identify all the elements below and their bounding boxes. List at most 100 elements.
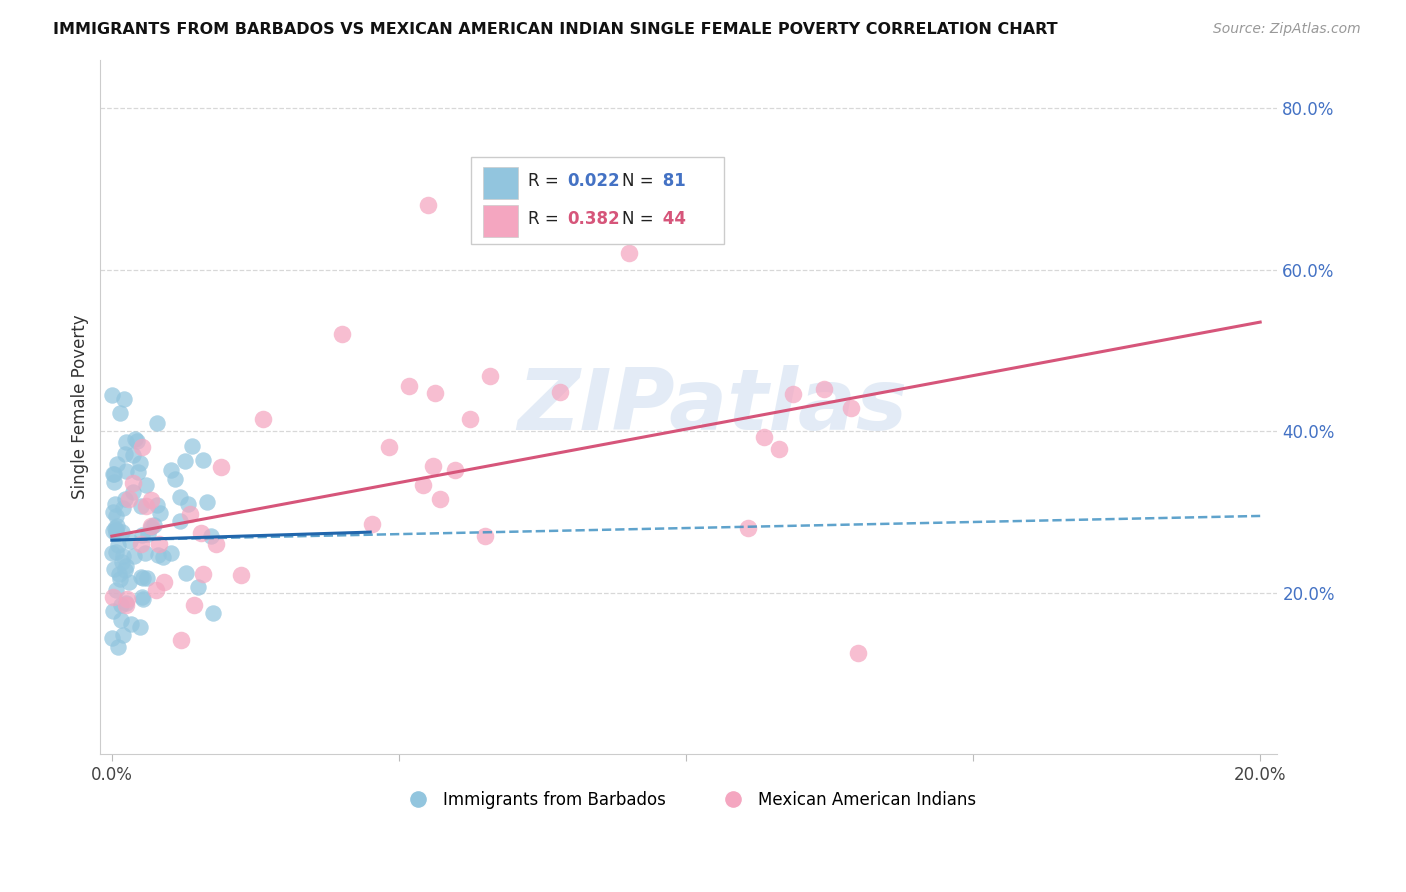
Point xyxy=(121,448,143,462)
Point xyxy=(149,506,172,520)
Bar xyxy=(482,168,519,199)
Point xyxy=(176,566,198,580)
Point xyxy=(201,606,224,620)
Point xyxy=(170,633,193,648)
Point xyxy=(135,499,157,513)
Text: 81: 81 xyxy=(657,172,686,190)
Point xyxy=(160,546,183,560)
Point xyxy=(134,546,156,560)
Point xyxy=(191,453,214,467)
Point xyxy=(187,580,209,594)
Point xyxy=(110,555,132,569)
Text: ZIPatlas: ZIPatlas xyxy=(517,366,907,449)
Point xyxy=(479,369,502,384)
Point xyxy=(412,478,434,492)
Text: 44: 44 xyxy=(657,211,686,228)
Point xyxy=(132,591,155,606)
Point xyxy=(191,566,214,581)
Point xyxy=(131,591,153,605)
Point xyxy=(135,478,157,492)
Point xyxy=(122,549,145,563)
Point xyxy=(190,526,212,541)
Text: R =: R = xyxy=(527,211,564,228)
Point xyxy=(112,628,135,642)
Point xyxy=(103,520,125,534)
Point xyxy=(200,529,222,543)
Point xyxy=(474,529,496,543)
Point xyxy=(120,617,142,632)
Point xyxy=(103,467,125,482)
Point xyxy=(416,198,439,212)
Point xyxy=(104,525,127,540)
Point xyxy=(444,463,467,477)
Point xyxy=(378,441,401,455)
Point xyxy=(101,388,124,402)
Point xyxy=(229,568,252,582)
Point xyxy=(146,498,169,512)
Point xyxy=(737,521,759,535)
Point xyxy=(127,465,149,479)
Point xyxy=(768,442,790,456)
Point xyxy=(101,604,124,618)
Point xyxy=(118,492,141,507)
Point xyxy=(174,453,197,467)
Point xyxy=(209,460,232,475)
Point xyxy=(124,432,146,446)
Point xyxy=(122,485,145,500)
Point xyxy=(104,545,127,559)
Point xyxy=(103,467,125,481)
Text: R =: R = xyxy=(527,172,564,190)
Point xyxy=(148,537,170,551)
Point xyxy=(398,379,420,393)
Point xyxy=(107,538,129,552)
Point xyxy=(111,525,134,540)
Point xyxy=(114,563,136,577)
Point xyxy=(361,516,384,531)
Point xyxy=(114,492,136,507)
Point xyxy=(136,571,159,585)
Point xyxy=(183,598,205,612)
Point xyxy=(105,457,128,471)
Point xyxy=(103,524,125,539)
Point xyxy=(114,447,136,461)
Point xyxy=(114,435,136,450)
Point xyxy=(813,382,835,396)
Point xyxy=(111,549,134,564)
Point xyxy=(115,596,138,610)
Point xyxy=(132,571,155,585)
Point xyxy=(129,619,152,633)
Point xyxy=(114,598,136,612)
Point xyxy=(131,528,153,542)
Point xyxy=(110,598,132,612)
Point xyxy=(139,518,162,533)
Point xyxy=(127,434,149,448)
Point xyxy=(169,490,191,504)
Point xyxy=(205,537,228,551)
Point xyxy=(169,514,191,528)
Point xyxy=(129,500,152,514)
Text: N =: N = xyxy=(621,211,654,228)
Text: Source: ZipAtlas.com: Source: ZipAtlas.com xyxy=(1213,22,1361,37)
Point xyxy=(112,392,135,407)
Point xyxy=(458,411,481,425)
Point xyxy=(429,492,451,507)
Point xyxy=(101,632,124,646)
Point xyxy=(423,385,446,400)
Text: 0.022: 0.022 xyxy=(568,172,620,190)
Point xyxy=(195,495,218,509)
Point xyxy=(108,406,131,420)
Point xyxy=(152,549,174,564)
Point xyxy=(146,416,169,430)
Y-axis label: Single Female Poverty: Single Female Poverty xyxy=(72,315,89,500)
Point xyxy=(252,412,274,426)
Point xyxy=(136,527,159,541)
Point xyxy=(110,613,132,627)
Point xyxy=(146,548,169,562)
Legend: Immigrants from Barbados, Mexican American Indians: Immigrants from Barbados, Mexican Americ… xyxy=(395,784,983,815)
Point xyxy=(108,572,131,586)
Point xyxy=(179,507,201,521)
Point xyxy=(104,523,127,537)
Point xyxy=(107,640,129,654)
Point xyxy=(105,509,128,524)
Point xyxy=(101,546,124,560)
